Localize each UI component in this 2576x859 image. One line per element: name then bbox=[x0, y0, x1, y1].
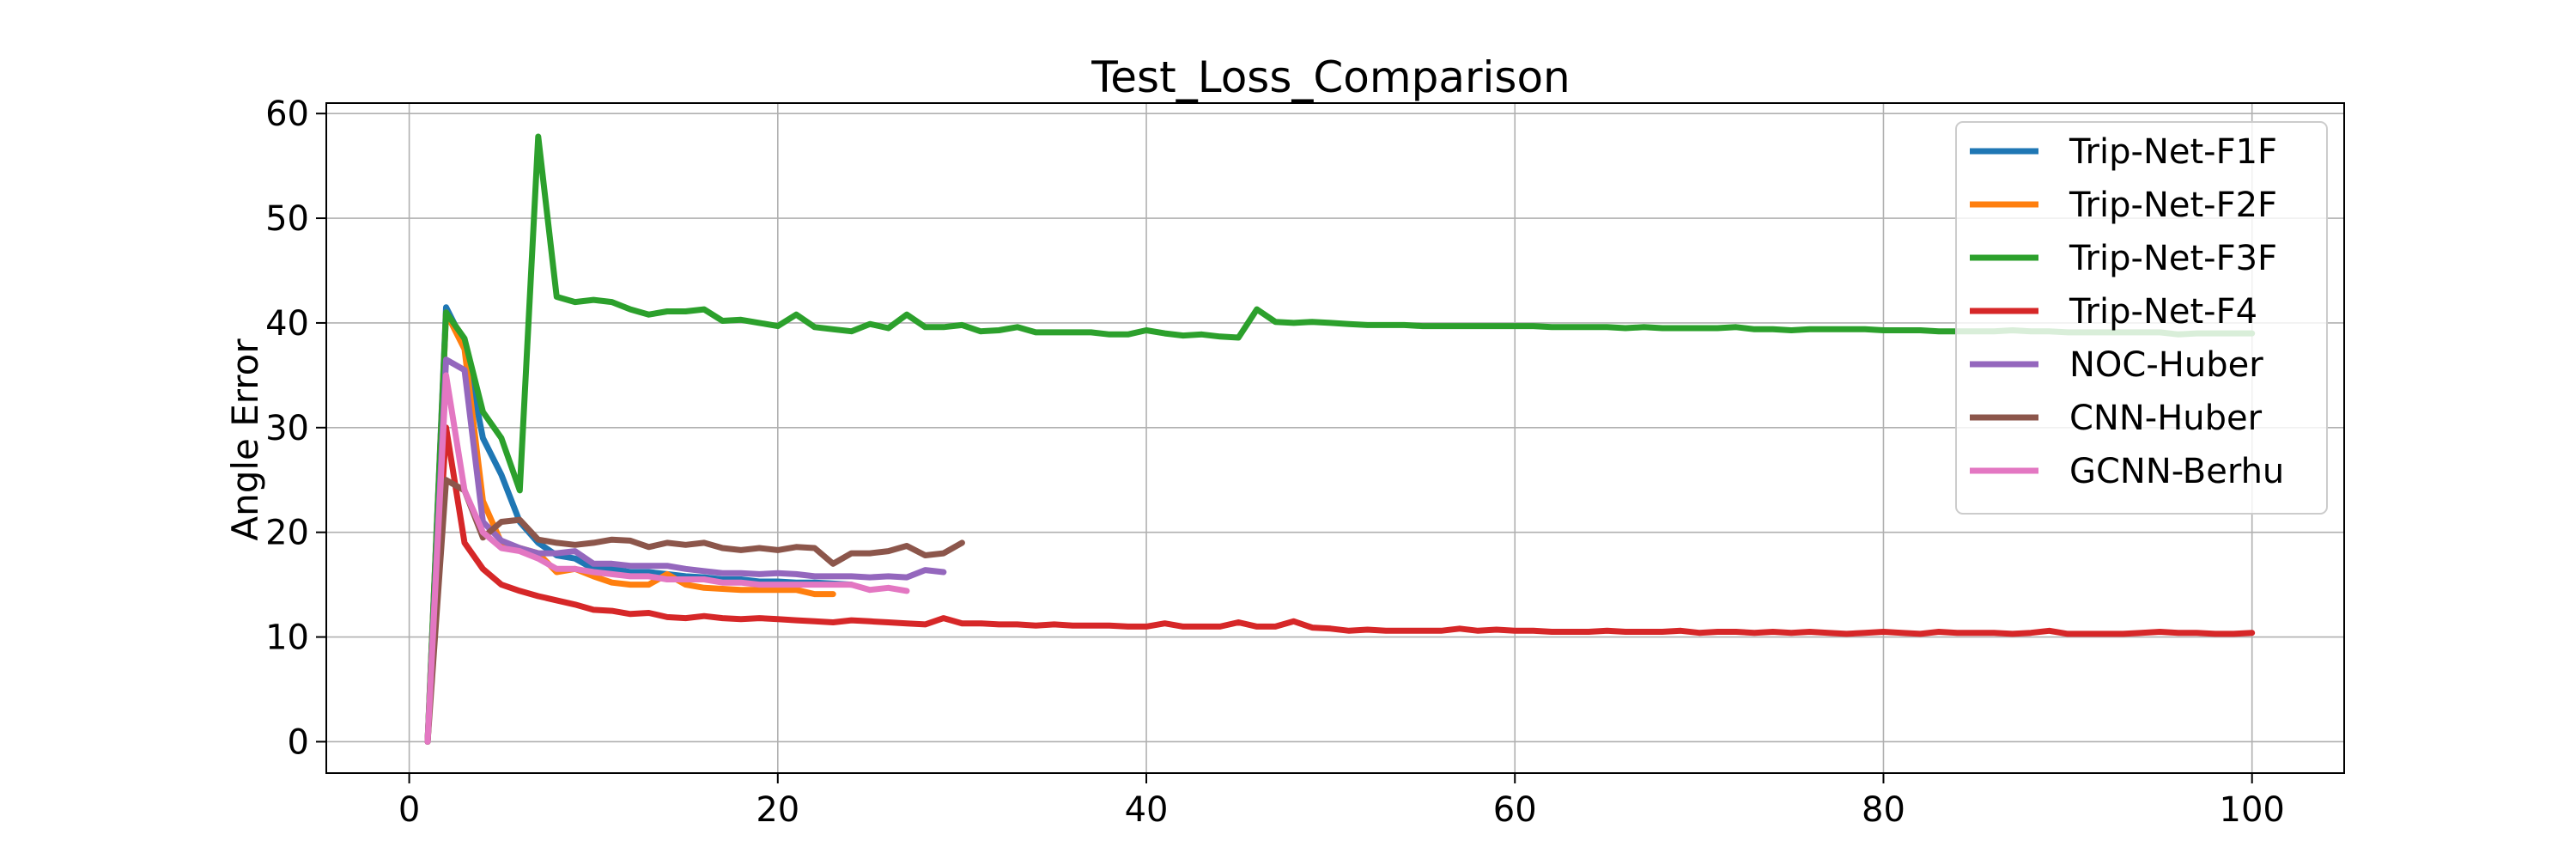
series-line-gcnn-berhu bbox=[424, 372, 910, 745]
series-line-noc-huber bbox=[424, 356, 947, 745]
y-tick-label: 10 bbox=[265, 618, 309, 658]
legend-label: Trip-Net-F2F bbox=[2069, 186, 2277, 225]
legend-label: Trip-Net-F4 bbox=[2069, 292, 2257, 332]
legend-label: Trip-Net-F1F bbox=[2069, 132, 2277, 172]
y-tick-label: 50 bbox=[265, 199, 309, 239]
legend-label: Trip-Net-F3F bbox=[2069, 239, 2277, 278]
series-line-trip-net-f3f bbox=[424, 133, 2256, 745]
series-line-cnn-huber bbox=[424, 477, 965, 745]
legend: Trip-Net-F1F Trip-Net-F2F Trip-Net-F3F Trip… bbox=[1955, 121, 2328, 515]
plot-frame bbox=[325, 102, 2345, 774]
series-line-trip-net-f4 bbox=[424, 424, 2256, 745]
x-ticks: 0 20 40 60 80 100 bbox=[398, 773, 2285, 830]
y-tick-label: 0 bbox=[288, 722, 309, 762]
x-tick-label: 40 bbox=[1125, 790, 1169, 830]
y-ticks: 0 10 20 30 40 50 60 bbox=[265, 94, 326, 762]
y-tick-label: 60 bbox=[265, 94, 309, 134]
x-tick-label: 20 bbox=[756, 790, 799, 830]
chart-title: Test_Loss_Comparison bbox=[1091, 52, 1571, 102]
y-tick-label: 30 bbox=[265, 409, 309, 448]
legend-label: NOC-Huber bbox=[2069, 345, 2263, 385]
x-tick-label: 0 bbox=[398, 790, 420, 830]
legend-label: GCNN-Berhu bbox=[2069, 452, 2284, 491]
x-tick-label: 100 bbox=[2220, 790, 2285, 830]
y-axis-label: Angle Error bbox=[224, 338, 266, 541]
y-tick-label: 20 bbox=[265, 514, 309, 553]
series-layer bbox=[424, 133, 2256, 745]
legend-label: CNN-Huber bbox=[2069, 399, 2263, 438]
legend-box bbox=[1955, 121, 2328, 515]
x-tick-label: 80 bbox=[1862, 790, 1905, 830]
y-tick-label: 40 bbox=[265, 304, 309, 344]
x-tick-label: 60 bbox=[1493, 790, 1537, 830]
